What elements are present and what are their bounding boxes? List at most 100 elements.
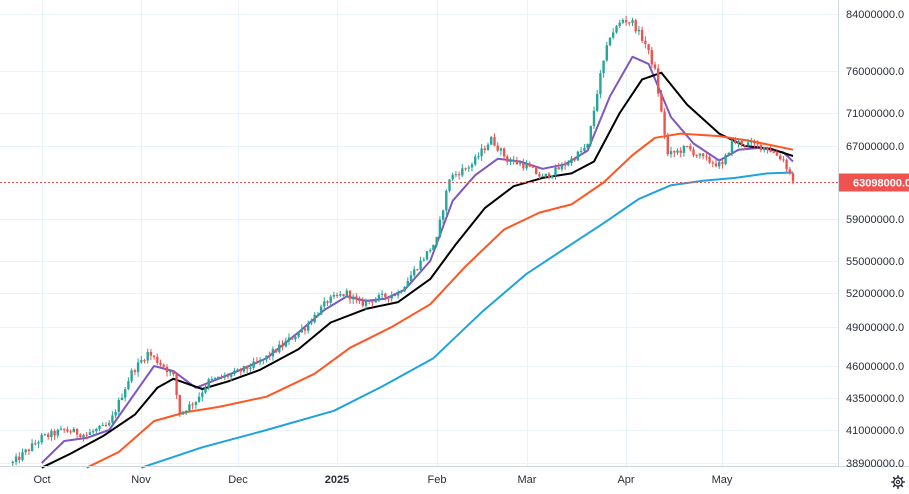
gear-icon[interactable] — [891, 475, 905, 489]
candle-up — [117, 400, 120, 412]
y-tick-label: 55000000.0 — [846, 256, 904, 268]
candle-up — [718, 162, 721, 167]
candle-up — [188, 404, 191, 411]
candle-down — [66, 429, 69, 432]
candle-down — [791, 173, 795, 182]
candle-up — [567, 163, 570, 166]
candle-up — [750, 141, 753, 143]
candle-up — [612, 32, 615, 38]
candle-down — [775, 152, 779, 156]
candle-up — [599, 73, 602, 95]
candle-down — [535, 167, 538, 174]
candle-down — [531, 166, 535, 168]
candle-up — [242, 366, 246, 372]
candle-down — [220, 376, 223, 378]
candle-down — [246, 366, 249, 369]
candle-down — [63, 428, 66, 430]
candle-up — [329, 296, 332, 303]
candle-up — [265, 355, 268, 360]
y-tick-label: 76000000.0 — [846, 66, 904, 78]
candle-down — [496, 145, 499, 151]
candle-down — [714, 163, 718, 167]
candle-up — [621, 20, 625, 23]
candle-down — [27, 449, 31, 451]
candle-up — [37, 442, 40, 444]
y-tick-label: 38900000.0 — [846, 458, 904, 470]
candle-up — [441, 210, 445, 220]
candle-up — [403, 286, 406, 292]
candle-up — [95, 429, 98, 432]
candle-up — [88, 432, 92, 435]
candle-down — [69, 431, 72, 433]
candle-up — [21, 452, 24, 460]
candle-up — [576, 151, 580, 161]
ma-line-3 — [86, 132, 794, 469]
candle-down — [759, 144, 763, 150]
x-tick-label: Nov — [131, 474, 151, 486]
candle-up — [448, 179, 451, 191]
candle-down — [502, 148, 506, 157]
candle-down — [355, 296, 358, 300]
candle-down — [734, 139, 737, 144]
candle-down — [152, 355, 156, 357]
candle-down — [274, 349, 278, 353]
candle-down — [104, 424, 108, 426]
candle-up — [252, 361, 255, 368]
candle-down — [18, 456, 21, 460]
candle-up — [287, 337, 291, 342]
candle-up — [589, 126, 592, 144]
candle-up — [201, 392, 204, 397]
candle-up — [377, 294, 381, 300]
candle-down — [143, 360, 146, 362]
candle-down — [85, 434, 88, 436]
time-axis[interactable]: Oct Nov Dec 2025 Feb Mar Apr May — [33, 474, 732, 486]
candle-down — [650, 50, 653, 65]
candle-up — [72, 428, 75, 433]
ma-line-2 — [41, 71, 794, 469]
x-tick-label: May — [712, 474, 733, 486]
candle-up — [586, 143, 589, 148]
candle-up — [467, 167, 470, 169]
candle-up — [24, 449, 27, 453]
candle-up — [596, 94, 599, 111]
candle-up — [140, 360, 143, 363]
candle-up — [114, 411, 117, 416]
candle-up — [602, 60, 605, 74]
candle-up — [676, 150, 679, 153]
candle-down — [457, 174, 461, 176]
candle-up — [544, 173, 547, 176]
candle-up — [615, 26, 618, 33]
candle-down — [695, 155, 698, 157]
candle-down — [573, 158, 576, 161]
candle-up — [509, 160, 512, 162]
candle-up — [746, 142, 750, 146]
candle-up — [429, 250, 432, 252]
candle-down — [628, 22, 631, 24]
candle-down — [387, 297, 390, 299]
candle-up — [262, 359, 265, 361]
last-price-badge — [839, 173, 909, 192]
y-tick-label: 67000000.0 — [846, 141, 904, 153]
candle-down — [358, 299, 361, 301]
price-axis[interactable]: 84000000.0 76000000.0 71000000.0 67000000.0… — [846, 9, 904, 470]
candle-down — [79, 434, 82, 438]
candle-down — [75, 428, 79, 435]
candle-down — [782, 159, 785, 161]
y-tick-label: 52000000.0 — [846, 288, 904, 300]
candle-up — [551, 175, 554, 178]
candle-up — [477, 156, 480, 158]
candle-down — [740, 141, 743, 145]
candle-up — [438, 219, 442, 238]
candle-up — [560, 164, 564, 170]
candle-down — [756, 143, 759, 145]
candle-up — [300, 328, 303, 333]
candle-down — [149, 351, 153, 356]
candle-down — [711, 162, 714, 164]
candle-up — [763, 147, 766, 150]
candle-up — [480, 148, 483, 157]
candle-down — [679, 150, 682, 153]
candle-down — [647, 44, 650, 51]
last-price-marker: 63098000.0 — [0, 173, 909, 192]
candle-up — [210, 378, 214, 380]
